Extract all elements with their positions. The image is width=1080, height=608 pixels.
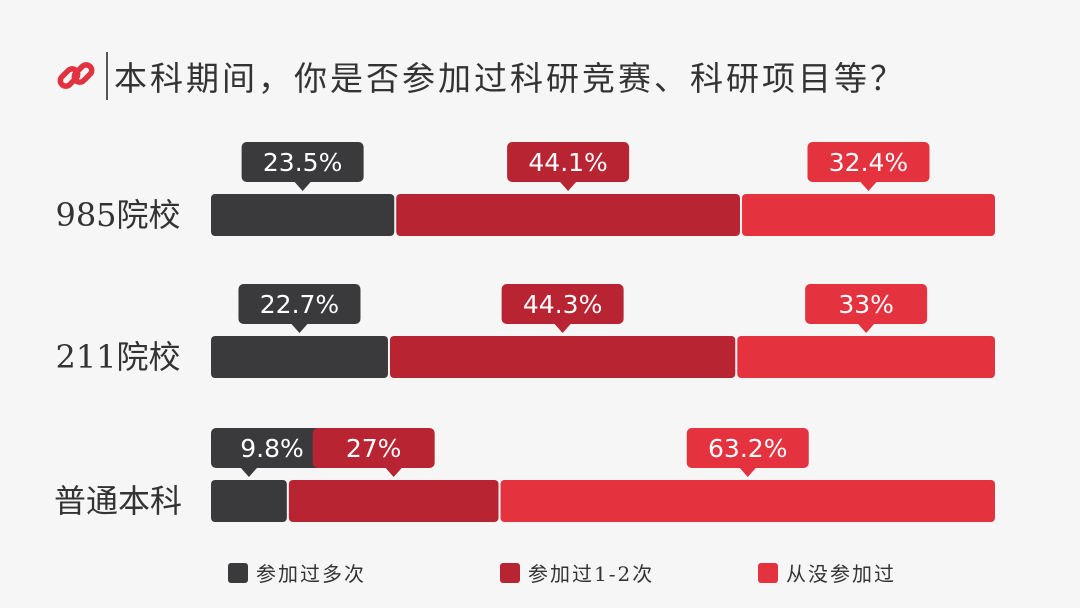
- legend-swatch-multiple: [228, 562, 248, 583]
- legend-swatch-never: [758, 562, 778, 583]
- value-label-pointer: [385, 468, 402, 477]
- legend-label-once-twice: 参加过1-2次: [528, 562, 655, 586]
- bar-segment-once-twice: [396, 194, 740, 236]
- value-label-pointer: [739, 468, 756, 477]
- title-divider: [106, 52, 108, 100]
- value-label-once-twice: 44.1%: [528, 148, 607, 177]
- link-icon: [57, 62, 95, 89]
- value-label-box: [501, 284, 624, 324]
- value-label-box: [241, 142, 364, 182]
- legend-item-once-twice: 参加过1-2次: [500, 558, 654, 587]
- value-label-box: [805, 284, 928, 324]
- legend-item-multiple: 参加过多次: [228, 558, 366, 587]
- bar-segment-multiple: [211, 480, 287, 522]
- value-label-box: [507, 142, 630, 182]
- bar-segment-multiple: [211, 194, 395, 236]
- value-label-multiple: 23.5%: [263, 148, 342, 177]
- value-label-pointer: [560, 182, 577, 191]
- bar-segment-never: [737, 336, 995, 378]
- bar-segment-never: [500, 480, 995, 522]
- value-label-pointer: [291, 324, 308, 333]
- bar-segment-once-twice: [288, 480, 499, 522]
- legend-label-multiple: 参加过多次: [256, 562, 366, 586]
- legend-swatch-once-twice: [500, 562, 520, 583]
- value-label-box: [312, 428, 435, 468]
- value-label-never: 63.2%: [708, 434, 787, 463]
- legend-item-never: 从没参加过: [758, 558, 896, 587]
- value-label-box: [238, 284, 361, 324]
- value-label-box: [686, 428, 809, 468]
- value-label-once-twice: 44.3%: [523, 290, 602, 319]
- value-label-never: 32.4%: [829, 148, 908, 177]
- value-label-pointer: [240, 468, 257, 477]
- value-label-pointer: [860, 182, 877, 191]
- bar-segment-never: [741, 194, 995, 236]
- title-bar: 本科期间，你是否参加过科研竞赛、科研项目等？: [56, 50, 906, 102]
- value-label-box: [807, 142, 930, 182]
- value-label-once-twice: 27%: [346, 434, 402, 463]
- bar-segment-once-twice: [389, 336, 736, 378]
- legend-label-never: 从没参加过: [786, 562, 896, 586]
- category-label: 985院校: [55, 196, 180, 234]
- page-title: 本科期间，你是否参加过科研竞赛、科研项目等？: [114, 59, 906, 98]
- value-label-multiple: 22.7%: [260, 290, 339, 319]
- category-label: 普通本科: [54, 482, 182, 520]
- value-label-pointer: [858, 324, 875, 333]
- value-label-multiple: 9.8%: [240, 434, 304, 463]
- value-label-never: 33%: [838, 290, 894, 319]
- value-label-pointer: [554, 324, 571, 333]
- category-label: 211院校: [55, 338, 180, 376]
- value-label-box: [211, 428, 333, 468]
- bar-segment-multiple: [211, 336, 388, 378]
- value-label-pointer: [294, 182, 311, 191]
